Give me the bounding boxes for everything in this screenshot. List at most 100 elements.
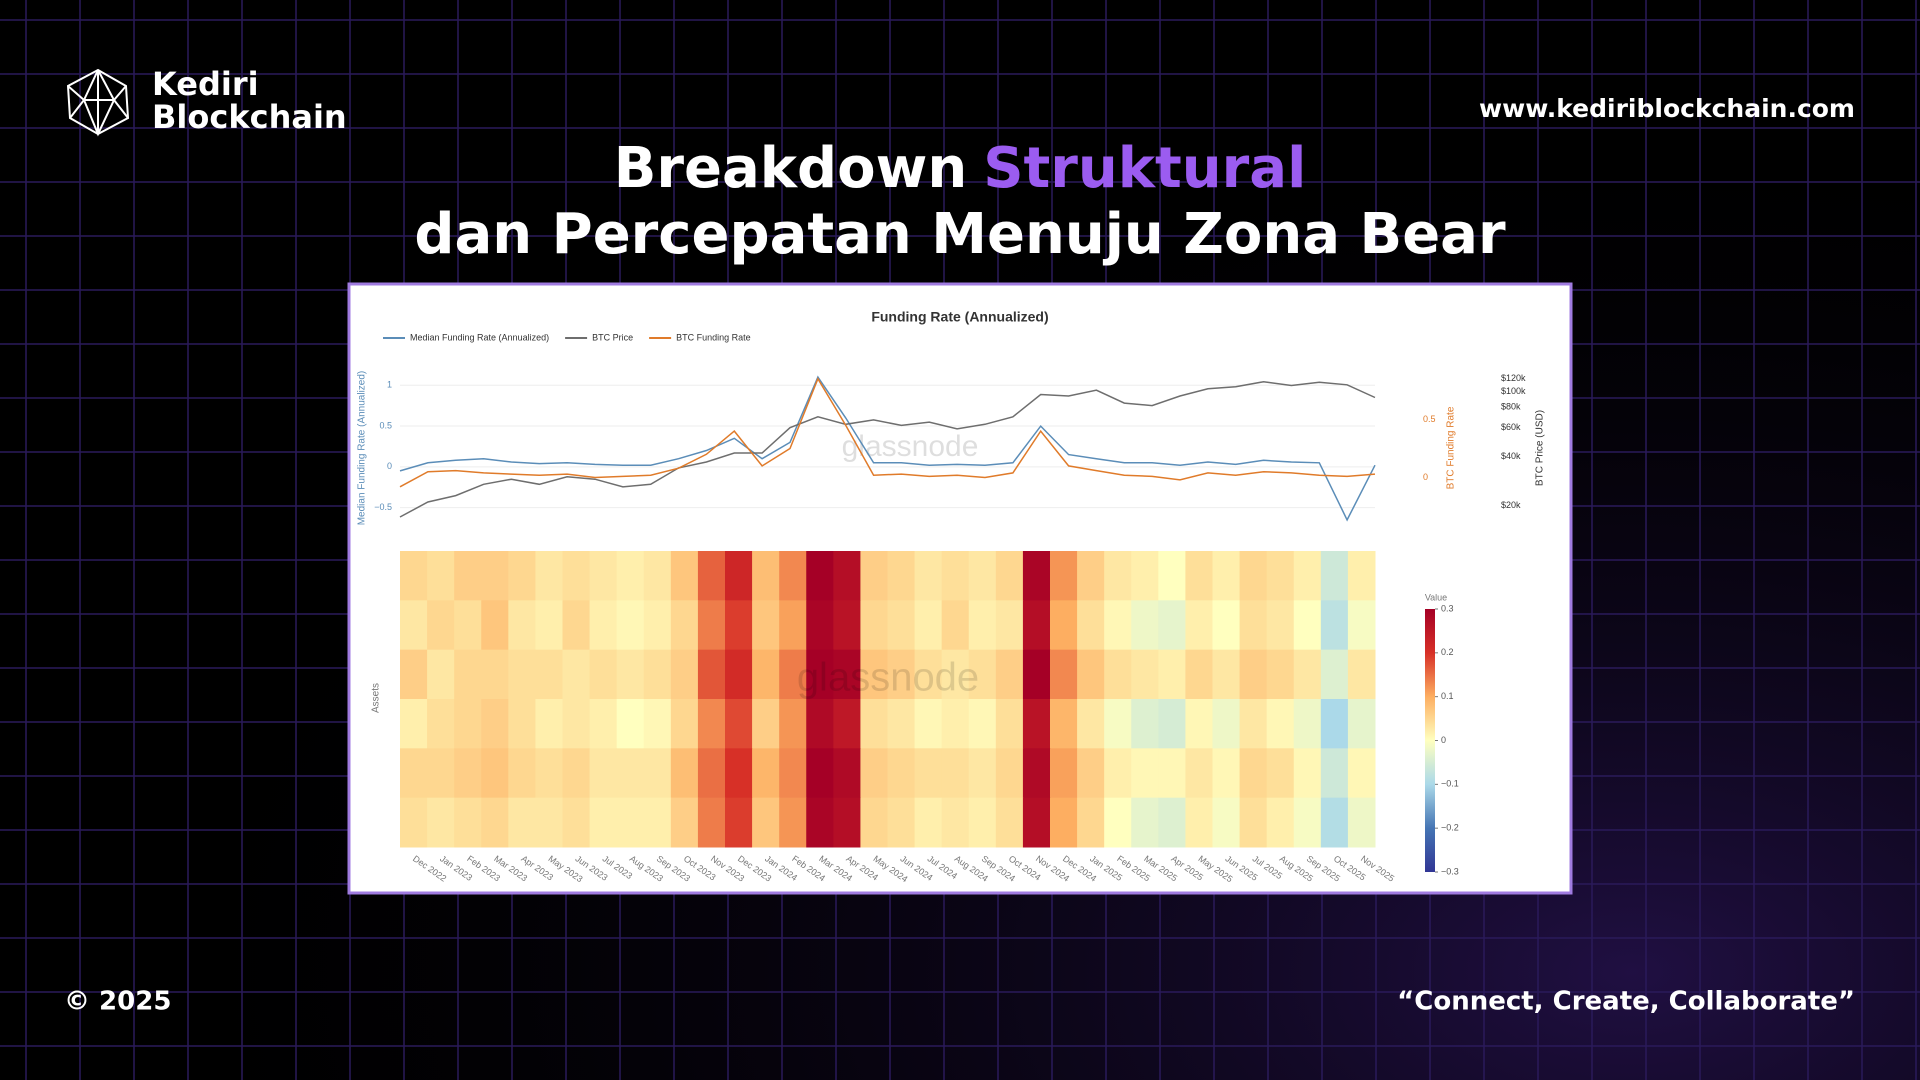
heatmap-cell bbox=[1022, 649, 1051, 700]
heatmap-cell bbox=[1077, 748, 1105, 799]
axis-title: BTC Funding Rate bbox=[1446, 406, 1457, 489]
heatmap-cell bbox=[454, 699, 482, 749]
heatmap-cell bbox=[1266, 649, 1295, 700]
heatmap-cell bbox=[454, 748, 482, 799]
heatmap-cell bbox=[941, 551, 970, 601]
heatmap-cell bbox=[1320, 748, 1349, 799]
heatmap-cell bbox=[1239, 551, 1268, 601]
heatmap-cell bbox=[616, 748, 645, 799]
heatmap-cell bbox=[779, 649, 807, 700]
heatmap-cell bbox=[1320, 797, 1349, 848]
heatmap-cell bbox=[752, 699, 780, 749]
heatmap-cell bbox=[1104, 649, 1132, 700]
heatmap-cell bbox=[1050, 699, 1078, 749]
heatmap-cell bbox=[941, 797, 970, 848]
heatmap-cell bbox=[1293, 600, 1322, 651]
heatmap-cell bbox=[995, 600, 1024, 651]
heatmap-cell bbox=[589, 699, 618, 749]
heatmap-cell bbox=[1050, 748, 1078, 799]
heatmap-cell bbox=[697, 600, 726, 651]
heatmap-cell bbox=[616, 600, 645, 651]
heatmap-cell bbox=[1104, 699, 1132, 749]
heatmap-cell bbox=[589, 649, 618, 700]
heatmap-cell bbox=[670, 699, 699, 749]
heatmap-cell bbox=[508, 797, 536, 848]
heatmap-cell bbox=[1131, 600, 1159, 651]
heatmap-cell bbox=[481, 649, 509, 700]
heatmap-cell bbox=[481, 699, 509, 749]
heatmap-cell bbox=[643, 551, 672, 601]
heatmap-cell bbox=[725, 797, 753, 848]
heatmap-cell bbox=[941, 699, 970, 749]
heatmap-cell bbox=[1131, 797, 1159, 848]
heatmap-cell bbox=[427, 649, 455, 700]
heatmap-cell bbox=[535, 551, 563, 601]
heatmap-cell bbox=[833, 600, 861, 651]
heatmap-cell bbox=[670, 748, 699, 799]
heatmap-cell bbox=[887, 699, 916, 749]
series-line bbox=[399, 380, 1376, 518]
logo-text: Kediri bbox=[152, 65, 259, 103]
heatmap-cell bbox=[806, 551, 834, 601]
y3-tick-label: $100k bbox=[1501, 386, 1526, 396]
heatmap-cell bbox=[670, 551, 699, 601]
heatmap-cell bbox=[1293, 797, 1322, 848]
heatmap-cell bbox=[1131, 748, 1159, 799]
heatmap-cell bbox=[860, 699, 888, 749]
heatmap-cell bbox=[670, 600, 699, 651]
heatmap-cell bbox=[887, 748, 916, 799]
heatmap-cell bbox=[860, 649, 888, 700]
heatmap-cell bbox=[1320, 649, 1349, 700]
heatmap-cell bbox=[643, 748, 672, 799]
website: www.kediriblockchain.com bbox=[1479, 94, 1855, 123]
heatmap-cell bbox=[779, 600, 807, 651]
axis-title: Median Funding Rate (Annualized) bbox=[357, 371, 368, 526]
heatmap-cell bbox=[1347, 797, 1376, 848]
heatmap-cell bbox=[968, 649, 997, 700]
colorbar-title: Value bbox=[1425, 592, 1447, 602]
heatmap-cell bbox=[1050, 649, 1078, 700]
heatmap-cell bbox=[1320, 699, 1349, 749]
heatmap-cell bbox=[427, 797, 455, 848]
heatmap-cell bbox=[779, 797, 807, 848]
y3-tick-label: $120k bbox=[1501, 373, 1526, 383]
colorbar-tick-label: 0.1 bbox=[1441, 691, 1454, 701]
heatmap-cell bbox=[481, 797, 509, 848]
heatmap-cell bbox=[697, 797, 726, 848]
series-line bbox=[399, 377, 1376, 488]
y2-tick-label: 0.5 bbox=[1423, 414, 1436, 424]
heatmap-cell bbox=[1104, 551, 1132, 601]
colorbar-tick-label: −0.1 bbox=[1441, 779, 1459, 789]
heatmap-cell bbox=[1077, 797, 1105, 848]
heatmap-cell bbox=[589, 551, 618, 601]
heatmap-cell bbox=[1266, 699, 1295, 749]
legend-label: BTC Funding Rate bbox=[676, 332, 751, 342]
heatmap-cell bbox=[1050, 600, 1078, 651]
y3-tick-label: $60k bbox=[1501, 422, 1521, 432]
heatmap-cell bbox=[887, 797, 916, 848]
y2-tick-label: 0 bbox=[1423, 472, 1428, 482]
heatmap-cell bbox=[589, 797, 618, 848]
heatmap-cell bbox=[752, 600, 780, 651]
heatmap-cell bbox=[1239, 797, 1268, 848]
series-line bbox=[399, 375, 1376, 522]
heatmap-cell bbox=[1239, 748, 1268, 799]
heatmap-cell bbox=[1347, 551, 1376, 601]
heatmap-cell bbox=[725, 551, 753, 601]
heatmap-cell bbox=[887, 551, 916, 601]
heatmap-cell bbox=[1050, 797, 1078, 848]
heatmap-cell bbox=[1185, 551, 1213, 601]
heatmap-cell bbox=[1185, 797, 1213, 848]
heatmap-cell bbox=[1131, 551, 1159, 601]
heatmap-cell bbox=[1022, 748, 1051, 799]
heatmap-cell bbox=[508, 600, 536, 651]
title-highlight: Struktural bbox=[983, 136, 1306, 201]
heatmap-cell bbox=[1212, 748, 1241, 799]
heatmap-cell bbox=[1077, 649, 1105, 700]
heatmap-cell bbox=[887, 600, 916, 651]
logo-text: Blockchain bbox=[152, 98, 347, 136]
heatmap-cell bbox=[860, 748, 888, 799]
heatmap-cell bbox=[562, 748, 591, 799]
colorbar-tick-label: 0 bbox=[1441, 735, 1446, 745]
heatmap-cell bbox=[697, 649, 726, 700]
